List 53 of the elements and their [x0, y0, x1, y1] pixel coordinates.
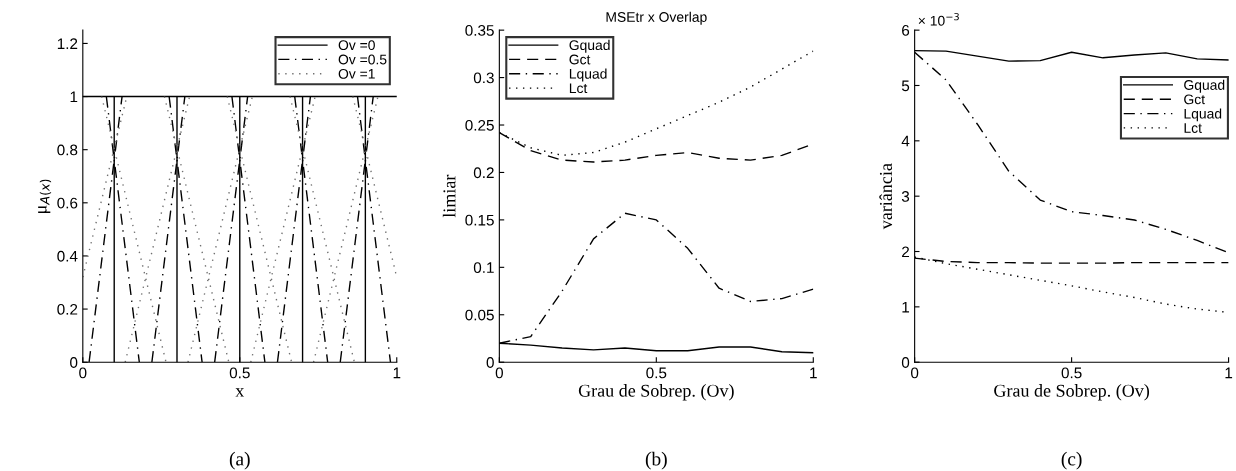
x-axis-title: Grau de Sobrep. (Ov) — [578, 384, 734, 401]
legend-label: Lquad — [569, 68, 607, 82]
legend-label: Gquad — [1184, 79, 1225, 93]
y-tick-label: 5 — [901, 80, 910, 92]
legend-label: Gquad — [569, 39, 610, 53]
x-tick-label: 0.5 — [646, 367, 667, 379]
y-tick-label: 3 — [901, 191, 910, 202]
y-tick-label: 0.4 — [57, 250, 78, 262]
x-tick-label: 0 — [495, 367, 503, 379]
y-tick-label: 0.1 — [473, 262, 494, 274]
text: × 10$^{−3}$ — [918, 12, 959, 26]
y-tick-label: 0.6 — [57, 197, 78, 209]
y-tick-label: 0.35 — [465, 25, 494, 36]
y-tick-label: 0.3 — [473, 72, 494, 84]
y-tick-label: 0.8 — [57, 144, 78, 156]
legend-label: Gct — [1184, 94, 1205, 105]
legend-label: Lct — [1184, 123, 1202, 133]
x-tick-label: 0 — [79, 367, 87, 379]
legend-label: Ov =1 — [338, 68, 375, 79]
y-tick-label: 4 — [901, 135, 910, 147]
y-tick-label: 0 — [486, 357, 494, 368]
text: (a) — [229, 451, 250, 470]
legend-label: Lct — [569, 83, 588, 94]
legend-label: Ov =0 — [338, 40, 375, 51]
x-tick-label: 1 — [1225, 367, 1233, 379]
y-tick-label: 6 — [902, 25, 910, 36]
y-axis-title: variância — [879, 163, 893, 230]
x-tick-label: 0 — [910, 367, 919, 379]
y-tick-label: 0 — [901, 357, 910, 368]
x-tick-label: 1 — [810, 367, 817, 379]
y-tick-label: 0.2 — [57, 303, 78, 315]
legend-label: Lquad — [1184, 108, 1222, 122]
y-tick-label: 1 — [902, 301, 910, 313]
x-tick-label: 0.5 — [1061, 367, 1082, 379]
y-axis-title: μ$_{A(x)}$ — [38, 179, 52, 213]
y-axis-title: limiar — [442, 174, 456, 218]
y-tick-label: 0.05 — [465, 309, 494, 321]
y-tick-label: 0.25 — [465, 119, 494, 131]
legend-label: Gct — [569, 54, 591, 65]
text: (c) — [1061, 451, 1082, 470]
text: (b) — [645, 451, 667, 470]
y-tick-label: 0.15 — [465, 214, 494, 226]
x-tick-label: 0.5 — [229, 367, 250, 379]
x-axis-title: Grau de Sobrep. (Ov) — [994, 384, 1150, 401]
x-axis-title: x — [235, 388, 245, 397]
legend-label: Ov =0.5 — [338, 54, 387, 65]
x-tick-label: 1 — [393, 367, 401, 379]
y-tick-label: 2 — [902, 246, 910, 258]
y-tick-label: 0 — [70, 357, 78, 368]
y-tick-label: 1 — [70, 91, 78, 103]
chart-title: MSEtr x Overlap — [606, 11, 707, 25]
y-tick-label: 1.2 — [57, 38, 78, 49]
y-tick-label: 0.2 — [473, 167, 494, 179]
